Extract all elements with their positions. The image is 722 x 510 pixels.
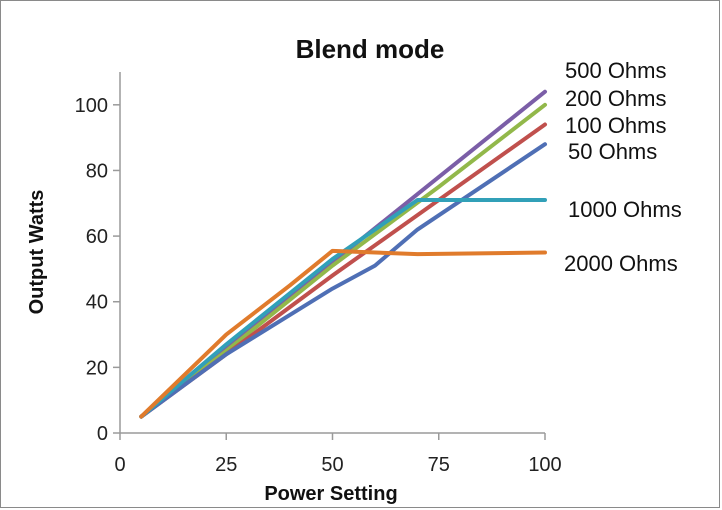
series-label-1000-ohms: 1000 Ohms xyxy=(568,197,682,222)
series-line-1000-ohms xyxy=(139,197,547,419)
x-tick-label: 25 xyxy=(215,454,237,476)
series-label-2000-ohms: 2000 Ohms xyxy=(564,251,678,276)
y-tick-label: 60 xyxy=(86,226,108,248)
chart-title: Blend mode xyxy=(296,34,445,64)
series-label-200-ohms: 200 Ohms xyxy=(565,86,667,111)
y-tick-label: 20 xyxy=(86,357,108,379)
y-tick-label: 40 xyxy=(86,292,108,314)
series-line-2000-ohms xyxy=(139,248,547,419)
series-lines xyxy=(139,89,547,419)
x-tick-label: 50 xyxy=(321,454,343,476)
x-tick-label: 0 xyxy=(114,454,125,476)
y-tick-label: 80 xyxy=(86,160,108,182)
series-line-50-ohms xyxy=(139,142,547,419)
series-label-50-ohms: 50 Ohms xyxy=(568,139,657,164)
x-tick-label: 100 xyxy=(528,454,561,476)
y-tick-label: 0 xyxy=(97,423,108,445)
axes: 0 20 40 60 80 100 0 25 50 75 100 xyxy=(75,72,562,476)
series-label-500-ohms: 500 Ohms xyxy=(565,58,667,83)
x-tick-label: 75 xyxy=(428,454,450,476)
series-label-100-ohms: 100 Ohms xyxy=(565,113,667,138)
y-tick-label: 100 xyxy=(75,95,108,117)
x-axis-title: Power Setting xyxy=(264,483,397,505)
y-axis-title: Output Watts xyxy=(26,190,48,315)
